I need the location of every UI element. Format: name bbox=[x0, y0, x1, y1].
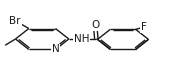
Text: NH: NH bbox=[74, 34, 89, 44]
Text: O: O bbox=[91, 20, 100, 30]
Text: F: F bbox=[141, 22, 146, 32]
Text: N: N bbox=[52, 44, 59, 54]
Text: Br: Br bbox=[9, 16, 21, 26]
